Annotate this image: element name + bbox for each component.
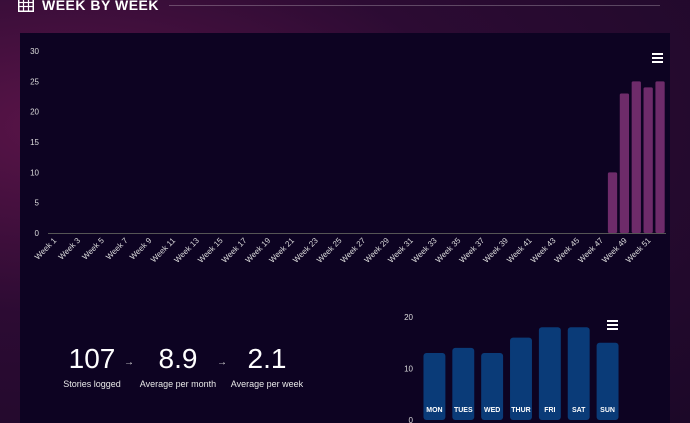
bar [655,81,665,233]
y-tick-label: 25 [30,77,39,86]
header-divider [168,4,660,6]
y-tick-label: 20 [30,108,39,117]
stat-average-per-week: 2.1 Average per week [230,343,304,389]
bar [631,81,641,233]
page-title: WEEK BY WEEK [42,0,159,13]
y-tick-label: 20 [404,313,413,322]
table-icon [18,0,34,12]
y-tick-label: 15 [30,138,39,147]
arrow-icon: → [217,357,227,368]
bar [596,342,619,420]
bar [643,87,653,234]
stat-value: 2.1 [247,343,287,374]
x-tick-label: MON [426,407,442,414]
stat-label: Average per week [230,379,304,389]
stat-label: Average per month [139,379,217,389]
bar [423,353,446,420]
y-tick-label: 0 [409,416,414,423]
bar [619,93,630,233]
section-header: WEEK BY WEEK [18,0,660,16]
stat-label: Stories logged [63,379,121,389]
bar [607,172,618,233]
y-tick-label: 10 [30,168,39,177]
arrow-icon: → [124,357,134,368]
x-tick-label: TUES [454,407,473,414]
bar [538,327,561,420]
stat-value: 8.9 [158,343,198,374]
bar [567,327,590,420]
chart-panel: 0 5 10 15 20 25 30 Week 1 Week 3 Week 5 Week 7 Week… [20,33,670,423]
stat-stories-logged: 107 Stories logged [62,343,122,389]
bar [452,347,475,420]
stat-average-per-month: 8.9 Average per month [138,343,218,389]
bar [510,337,532,420]
y-tick-label: 10 [404,365,413,374]
x-tick-label: SUN [600,407,615,414]
stat-value: 107 [68,343,116,374]
bar [481,353,504,420]
x-tick-label: FRI [544,407,555,414]
weekday-bar-chart: 0 10 20 MON TUES WED THUR FRI SAT SUN [404,313,619,423]
weekday-chart-menu-icon[interactable] [607,318,618,332]
x-tick-label: THUR [511,407,530,414]
y-tick-label: 0 [35,229,40,238]
stats-summary: 107 Stories logged → 8.9 Average per mon… [62,343,362,413]
x-tick-label: SAT [572,407,586,414]
weekly-chart-menu-icon[interactable] [652,51,663,65]
y-tick-label: 5 [35,199,40,208]
y-tick-label: 30 [30,47,39,56]
x-tick-label: WED [484,407,500,414]
